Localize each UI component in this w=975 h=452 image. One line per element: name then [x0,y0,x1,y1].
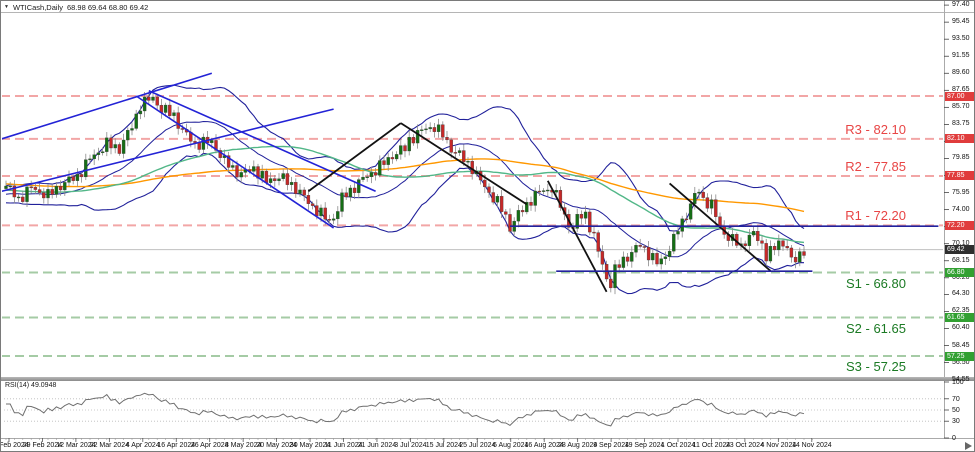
sma-100-line[interactable] [5,158,805,213]
ascending-trendline-lower[interactable] [2,108,334,193]
rsi-scale-label: 50 [952,407,960,414]
date-tick-label: 14 Nov 2024 [791,442,832,449]
rsi-panel[interactable] [1,392,944,427]
bollinger-lower-band[interactable] [5,152,805,295]
date-tick-label: 19 Sep 2024 [624,442,665,449]
rsi-scale-label: 0 [952,435,956,442]
price-tick-label: 75.95 [952,188,970,196]
date-tick-label: 4 Apr 2024 [125,442,160,449]
price-tick-label: 68.15 [952,256,970,264]
sma-50-line[interactable] [5,145,805,244]
main-panel[interactable] [1,72,944,358]
date-tick-label: 19 Feb 2024 [0,442,29,449]
date-tick-label: 11 Jun 2024 [324,442,363,449]
date-tick-label: 20 May 2024 [256,442,297,449]
resistance-price-badge: 82.10 [945,134,974,144]
current-price-badge: 69.42 [945,245,974,255]
price-tick-label: 74.00 [952,205,970,213]
date-tick-label: 15 Jul 2024 [425,442,462,449]
date-tick-label: 30 May 2024 [289,442,331,449]
price-tick-label: 70.10 [952,239,970,247]
descending-channel-upper[interactable] [148,90,376,192]
date-tick-label: 25 Jul 2024 [459,442,496,449]
date-tick-label: 11 Oct 2024 [692,442,731,449]
date-tick-label: 1 Oct 2024 [660,442,696,449]
black-falling-trendline-3[interactable] [669,182,771,272]
price-tick-label: 54.55 [952,375,970,383]
ascending-trendline-upper[interactable] [2,72,213,140]
date-tick-label: 9 Sep 2024 [593,442,629,449]
panel-divider[interactable] [1,377,974,381]
date-tick-label: 22 Mar 2024 [89,442,129,449]
bollinger-middle-band[interactable] [5,120,805,258]
price-tick-label: 64.30 [952,290,970,298]
price-tick-label: 58.45 [952,341,970,349]
resistance-level-label[interactable]: R2 - 77.85 [845,158,906,174]
rsi-scale-label: 100 [952,379,964,386]
price-tick-label: 56.50 [952,358,970,366]
rsi-indicator-label: RSI(14) 49.0948 [5,382,57,389]
price-tick-label: 91.55 [952,52,970,60]
price-tick-label: 83.75 [952,120,970,128]
resistance-price-badge: 87.00 [945,91,974,101]
price-tick-label: 66.20 [952,273,970,281]
date-tick-label: 21 Jun 2024 [357,442,397,449]
black-falling-trendline-2[interactable] [547,180,608,293]
rsi-line[interactable] [6,392,805,427]
rsi-scale-label: 70 [952,395,960,403]
price-tick-label: 60.40 [952,324,970,332]
support-level-label[interactable]: S2 - 61.65 [846,320,906,336]
support-price-badge: 57.25 [945,351,974,361]
resistance-level-label[interactable]: R1 - 72.20 [845,208,906,224]
date-tick-label: 12 Mar 2024 [56,442,96,449]
candlestick-series [4,91,806,295]
price-axis[interactable] [944,1,974,438]
date-tick-label: 3 Jul 2024 [394,442,427,449]
date-tick-label: 16 Apr 2024 [157,442,196,449]
support-price-badge: 66.80 [945,268,974,278]
price-tick-label: 89.60 [952,69,970,77]
date-tick-label: 8 May 2024 [224,442,262,449]
date-tick-label: 23 Oct 2024 [725,442,764,449]
scroll-right-icon[interactable] [965,442,972,450]
date-tick-label: 29 Feb 2024 [22,442,63,449]
price-tick-label: 95.45 [952,18,970,26]
price-tick-label: 87.65 [952,86,970,94]
price-tick-label: 85.70 [952,103,970,111]
resistance-price-badge: 77.85 [945,171,974,181]
support-price-badge: 61.65 [945,313,974,323]
resistance-price-badge: 72.20 [945,220,974,230]
date-tick-label: 16 Aug 2024 [524,442,564,449]
descending-channel-lower[interactable] [135,95,335,229]
date-tick-label: 4 Nov 2024 [760,442,797,449]
support-level-label[interactable]: S1 - 66.80 [846,275,906,291]
ohlc-quote-label: 68.98 69.64 68.80 69.42 [66,2,149,12]
price-tick-label: 97.40 [952,1,970,9]
price-tick-label: 62.35 [952,307,970,315]
chart-header: ▼ WTICash,Daily 68.98 69.64 68.80 69.42 [4,2,148,12]
rsi-scale-label: 30 [952,418,960,426]
date-tick-label: 28 Aug 2024 [557,442,598,449]
indicator-expand-icon[interactable]: ▼ [4,4,9,10]
date-tick-label: 26 Apr 2024 [190,442,229,449]
bollinger-upper-band[interactable] [5,84,805,232]
price-tick-label: 93.50 [952,35,970,43]
price-tick-label: 79.85 [952,154,970,162]
black-rising-trendline[interactable] [307,122,402,192]
symbol-period-label: WTICash,Daily [12,2,63,12]
date-tick-label: 6 Aug 2024 [493,442,529,449]
resistance-level-label[interactable]: R3 - 82.10 [845,121,906,137]
black-falling-trendline-1[interactable] [400,122,528,206]
support-level-label[interactable]: S3 - 57.25 [846,359,906,374]
